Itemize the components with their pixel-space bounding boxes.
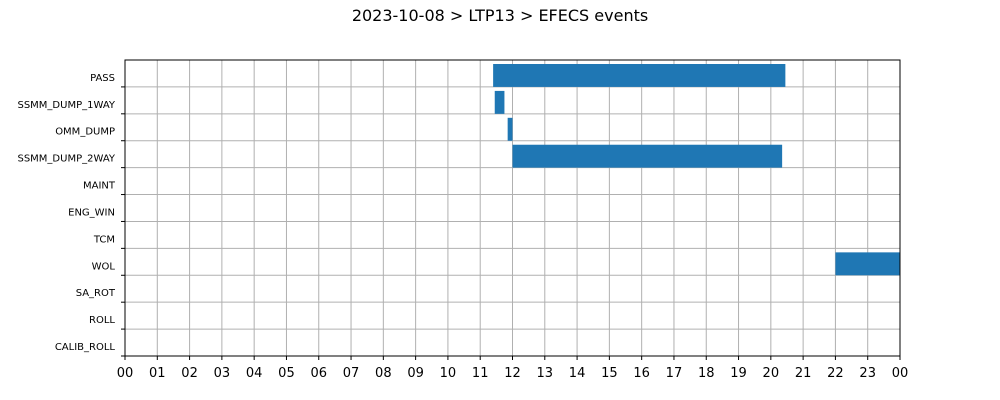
x-tick-label: 21 — [795, 366, 812, 381]
category-label-pass: PASS — [90, 73, 115, 84]
x-tick-label: 15 — [601, 366, 618, 381]
category-label-roll: ROLL — [89, 315, 115, 326]
bars-layer — [493, 64, 900, 276]
x-tick-label: 16 — [633, 366, 650, 381]
x-tick-label: 18 — [698, 366, 715, 381]
category-label-ssmm-dump-1way: SSMM_DUMP_1WAY — [17, 100, 115, 111]
x-ticks: 00 01 02 03 04 05 06 07 08 09 10 11 12 13 14 15 16 17 18 19… — [117, 356, 909, 381]
x-tick-label: 00 — [892, 366, 909, 381]
x-tick-label: 14 — [569, 366, 586, 381]
category-label-ssmm-dump-2way: SSMM_DUMP_2WAY — [17, 154, 115, 165]
x-tick-label: 02 — [181, 366, 198, 381]
event-bar-wol — [835, 252, 900, 276]
event-bar-omm-dump — [507, 117, 513, 141]
x-tick-label: 20 — [763, 366, 780, 381]
x-tick-label: 12 — [504, 366, 521, 381]
x-tick-label: 11 — [472, 366, 489, 381]
category-label-sa-rot: SA_ROT — [76, 288, 116, 299]
category-label-omm-dump: OMM_DUMP — [55, 127, 115, 138]
category-label-wol: WOL — [92, 261, 116, 272]
event-bar-pass — [493, 64, 786, 87]
event-bar-ssmm-dump-2way — [512, 144, 783, 168]
x-tick-label: 23 — [859, 366, 876, 381]
x-tick-label: 03 — [214, 366, 231, 381]
x-tick-label: 13 — [537, 366, 554, 381]
x-tick-label: 22 — [827, 366, 844, 381]
x-tick-label: 19 — [730, 366, 747, 381]
x-tick-label: 06 — [310, 366, 327, 381]
event-bar-ssmm-dump-1way — [494, 90, 505, 114]
grid-layer — [124, 60, 901, 356]
x-tick-label: 00 — [117, 366, 134, 381]
x-tick-label: 04 — [246, 366, 263, 381]
category-label-eng-win: ENG_WIN — [68, 207, 115, 218]
x-tick-label: 07 — [343, 366, 360, 381]
chart-title: 2023-10-08 > LTP13 > EFECS events — [351, 6, 649, 25]
x-tick-label: 09 — [407, 366, 424, 381]
x-tick-label: 10 — [440, 366, 457, 381]
x-tick-label: 01 — [149, 366, 166, 381]
category-labels: PASS SSMM_DUMP_1WAY OMM_DUMP SSMM_DUMP_2WAY… — [17, 73, 125, 357]
category-label-maint: MAINT — [83, 181, 116, 192]
category-label-calib-roll: CALIB_ROLL — [55, 342, 116, 353]
x-tick-label: 17 — [666, 366, 683, 381]
category-label-tcm: TCM — [93, 234, 115, 245]
x-tick-label: 05 — [278, 366, 295, 381]
x-tick-label: 08 — [375, 366, 392, 381]
